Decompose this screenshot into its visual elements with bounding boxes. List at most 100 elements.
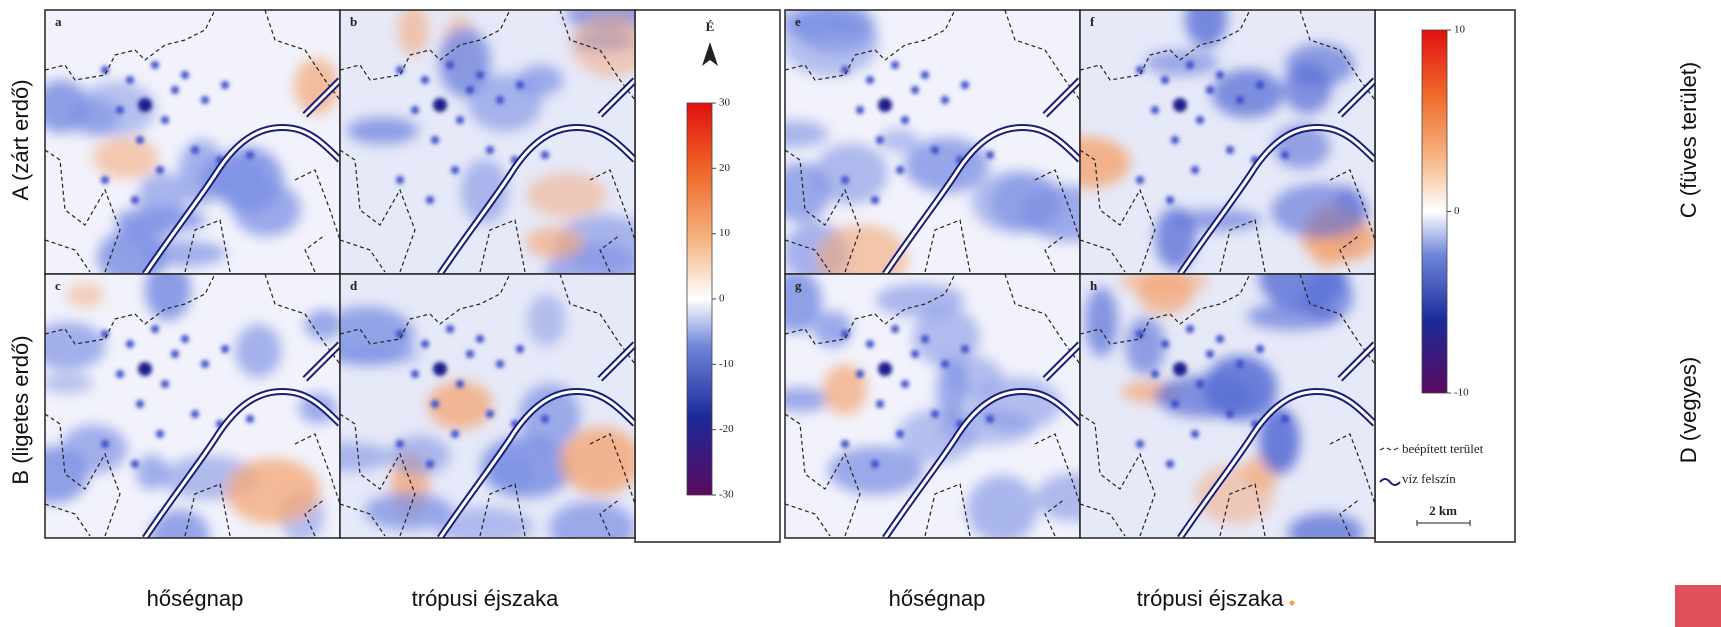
blob <box>68 97 119 137</box>
blobs <box>1080 10 1375 270</box>
blob <box>1259 274 1347 311</box>
colorbar-tick-label: 30 <box>719 97 731 109</box>
dot <box>841 66 849 74</box>
dot <box>426 460 434 468</box>
dot <box>451 430 459 438</box>
dot <box>871 196 879 204</box>
dot <box>961 81 969 89</box>
built-area <box>785 10 1080 273</box>
blob <box>1270 183 1369 239</box>
dot <box>866 340 874 348</box>
dot <box>1281 415 1289 423</box>
blob <box>936 358 969 422</box>
panel-letter: f <box>1090 14 1095 29</box>
dot <box>101 330 109 338</box>
dot <box>1226 410 1234 418</box>
dot <box>866 76 874 84</box>
blob <box>364 492 453 530</box>
dot <box>541 415 549 423</box>
dot <box>876 136 884 144</box>
blob <box>235 324 282 378</box>
blob <box>114 207 207 233</box>
dot <box>891 61 899 69</box>
dot <box>1161 340 1169 348</box>
dot <box>426 196 434 204</box>
blob <box>340 345 422 366</box>
blob <box>389 435 451 476</box>
river-inner <box>438 78 635 274</box>
built-area <box>340 10 635 273</box>
river-inner <box>1178 342 1375 538</box>
dot <box>896 430 904 438</box>
dot <box>921 335 929 343</box>
dot <box>396 330 404 338</box>
blob <box>1287 512 1364 538</box>
dot <box>201 360 209 368</box>
colorbar-tick-label: 10 <box>719 227 731 239</box>
dot <box>446 61 454 69</box>
dot <box>136 136 144 144</box>
dots <box>396 61 549 204</box>
dot <box>911 86 919 94</box>
built-area <box>785 274 1080 537</box>
map-content <box>1080 274 1375 538</box>
blob <box>966 475 1038 538</box>
colorbar-tick-label: 0 <box>719 293 725 305</box>
blob <box>1154 375 1254 418</box>
dot <box>181 71 189 79</box>
blob <box>1258 407 1300 474</box>
legend-built: beépített terület <box>1402 441 1484 456</box>
dot <box>1191 166 1199 174</box>
map-panel: h <box>1079 273 1376 539</box>
blobs <box>785 10 1080 274</box>
blob <box>1021 185 1080 242</box>
dot <box>1173 98 1187 112</box>
dot <box>466 350 474 358</box>
blob <box>1283 63 1332 114</box>
map-panel: f <box>1079 9 1376 275</box>
dot <box>456 380 464 388</box>
corner-block <box>1675 585 1721 627</box>
dot <box>101 440 109 448</box>
dot <box>191 410 199 418</box>
dots <box>1136 325 1289 468</box>
dot <box>1191 430 1199 438</box>
map-panel: b <box>339 9 636 275</box>
north-arrow <box>702 42 718 66</box>
dot <box>446 325 454 333</box>
blob <box>879 128 919 153</box>
dot <box>941 360 949 368</box>
dot <box>101 176 109 184</box>
river-inner <box>143 78 340 274</box>
dot <box>246 151 254 159</box>
dot <box>1216 71 1224 79</box>
dot <box>1289 600 1295 606</box>
dot <box>986 415 994 423</box>
blob <box>785 120 829 148</box>
dot <box>896 166 904 174</box>
dot <box>1136 440 1144 448</box>
blob <box>304 309 340 340</box>
scale-bar <box>1416 520 1471 526</box>
dot <box>1236 360 1244 368</box>
blob <box>559 427 635 495</box>
dot <box>856 370 864 378</box>
row-label: C (füves terület) <box>1676 62 1701 219</box>
row-label: B (ligetes erdő) <box>8 335 33 484</box>
dots <box>1136 61 1289 204</box>
dot <box>911 350 919 358</box>
dot <box>466 86 474 94</box>
dot <box>1186 325 1194 333</box>
dot <box>878 98 892 112</box>
blob <box>519 383 581 448</box>
map-panel: c <box>44 273 341 539</box>
panel-letter: h <box>1090 278 1098 293</box>
blob <box>199 154 266 201</box>
blobs <box>785 274 1080 538</box>
dot <box>116 370 124 378</box>
dot <box>411 106 419 114</box>
dot <box>138 362 152 376</box>
blob <box>45 322 106 370</box>
blob <box>785 274 822 333</box>
blob <box>1144 49 1220 76</box>
